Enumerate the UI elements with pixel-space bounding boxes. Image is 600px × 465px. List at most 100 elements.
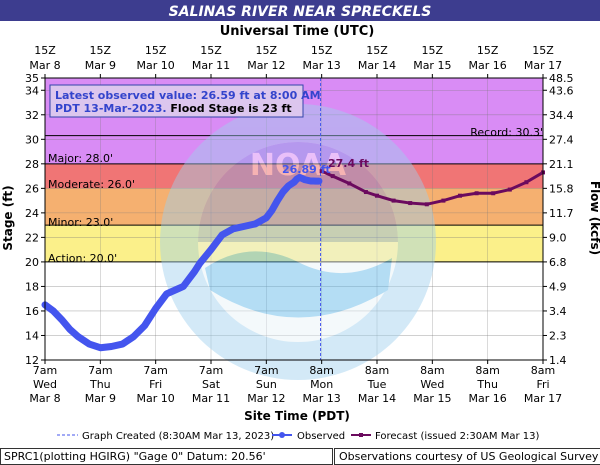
- site-tick-date: Mar 8: [29, 392, 60, 405]
- site-tick-day: Fri: [149, 378, 162, 391]
- site-tick-date: Mar 14: [358, 392, 396, 405]
- utc-tick-date: Mar 11: [192, 59, 230, 72]
- utc-tick-hour: 15Z: [145, 44, 167, 57]
- site-tick-time: 8am: [420, 364, 444, 377]
- site-tick-time: 7am: [88, 364, 112, 377]
- forecast-point: [391, 198, 396, 203]
- stage-tick-label: 34: [25, 84, 39, 97]
- minor-label: Minor: 23.0': [48, 216, 113, 229]
- info-box-line2: PDT 13-Mar-2023. Flood Stage is 23 ft: [55, 102, 292, 115]
- major-label: Major: 28.0': [48, 152, 113, 165]
- forecast-point: [319, 169, 324, 174]
- utc-tick-date: Mar 12: [247, 59, 285, 72]
- site-tick-date: Mar 10: [137, 392, 175, 405]
- site-tick-day: Wed: [420, 378, 444, 391]
- forecast-point: [330, 174, 335, 179]
- flow-tick-label: 4.9: [549, 280, 567, 293]
- site-tick-time: 8am: [309, 364, 333, 377]
- forecast-point: [424, 202, 429, 207]
- site-tick-time: 7am: [143, 364, 167, 377]
- stage-tick-label: 32: [25, 109, 39, 122]
- forecast-peak-label: 27.4 ft: [328, 157, 369, 170]
- site-tick-time: 7am: [199, 364, 223, 377]
- site-tick-day: Sat: [202, 378, 221, 391]
- stage-tick-label: 20: [25, 256, 39, 269]
- site-tick-date: Mar 17: [524, 392, 562, 405]
- utc-tick-date: Mar 15: [413, 59, 451, 72]
- plot-frame: [44, 77, 544, 361]
- utc-tick-date: Mar 17: [524, 59, 562, 72]
- legend-forecast-marker: [359, 433, 363, 437]
- site-tick-time: 8am: [531, 364, 555, 377]
- flow-tick-label: 34.4: [549, 109, 574, 122]
- site-tick-date: Mar 12: [247, 392, 285, 405]
- site-time-axis-title: Site Time (PDT): [244, 409, 350, 423]
- stage-tick-label: 22: [25, 231, 39, 244]
- forecast-point: [474, 191, 479, 196]
- stage-axis-title: Stage (ft): [1, 185, 15, 250]
- stage-tick-label: 35: [25, 72, 39, 85]
- info-box-line1: Latest observed value: 26.59 ft at 8:00 …: [55, 89, 321, 102]
- forecast-point: [507, 187, 512, 192]
- info-box: [49, 84, 304, 118]
- utc-tick-date: Mar 14: [358, 59, 396, 72]
- site-tick-date: Mar 11: [192, 392, 230, 405]
- site-tick-date: Mar 9: [85, 392, 116, 405]
- above-major-zone: [45, 135, 543, 164]
- utc-tick-date: Mar 13: [303, 59, 341, 72]
- legend-graph-created: Graph Created (8:30AM Mar 13, 2023): [82, 431, 274, 442]
- action-label: Action: 20.0': [48, 252, 117, 265]
- flow-tick-label: 48.5: [549, 72, 574, 85]
- stage-tick-label: 28: [25, 158, 39, 171]
- hydrograph-chart: SALINAS RIVER NEAR SPRECKELS Universal T…: [0, 0, 600, 442]
- forecast-point: [491, 191, 496, 196]
- utc-tick-hour: 15Z: [422, 44, 444, 57]
- forecast-point: [441, 198, 446, 203]
- observed-series-line: [41, 173, 323, 352]
- utc-tick-date: Mar 10: [137, 59, 175, 72]
- flow-axis-title: Flow (kcfs): [588, 181, 600, 255]
- stage-tick-label: 12: [25, 354, 39, 367]
- utc-tick-hour: 15Z: [256, 44, 278, 57]
- utc-axis-title: Universal Time (UTC): [220, 24, 375, 39]
- stage-tick-label: 16: [25, 305, 39, 318]
- site-tick-date: Mar 15: [413, 392, 451, 405]
- title-bar: [0, 0, 600, 21]
- utc-tick-hour: 15Z: [90, 44, 112, 57]
- utc-tick-hour: 15Z: [34, 44, 56, 57]
- record-label: Record: 30.3': [470, 126, 543, 139]
- flow-tick-label: 9.0: [549, 231, 567, 244]
- stage-tick-label: 26: [25, 182, 39, 195]
- legend-observed-marker: [279, 432, 285, 438]
- legend-forecast: Forecast (issued 2:30AM Mar 13): [375, 431, 539, 442]
- stage-tick-label: 24: [25, 207, 39, 220]
- forecast-point: [375, 193, 379, 198]
- flow-tick-label: 21.1: [549, 158, 574, 171]
- chart-title: SALINAS RIVER NEAR SPRECKELS: [169, 4, 432, 20]
- utc-tick-hour: 15Z: [532, 44, 554, 57]
- site-tick-day: Mon: [310, 378, 333, 391]
- utc-tick-hour: 15Z: [200, 44, 222, 57]
- stage-tick-label: 14: [25, 329, 39, 342]
- footer-attribution: Observations courtesy of US Geological S…: [334, 448, 600, 465]
- legend-observed: Observed: [297, 431, 345, 442]
- site-tick-day: Fri: [536, 378, 549, 391]
- site-tick-day: Thu: [476, 378, 498, 391]
- legend: Graph Created (8:30AM Mar 13, 2023) Obse…: [57, 431, 539, 442]
- info-box-flood-stage: Flood Stage is 23 ft: [170, 102, 291, 115]
- site-tick-day: Tue: [367, 378, 387, 391]
- forecast-point: [347, 181, 352, 186]
- site-tick-day: Wed: [33, 378, 57, 391]
- forecast-point: [408, 201, 413, 206]
- site-tick-day: Sun: [256, 378, 277, 391]
- site-tick-time: 8am: [365, 364, 389, 377]
- flow-tick-label: 11.7: [549, 207, 574, 220]
- flow-tick-label: 27.4: [549, 133, 574, 146]
- stage-tick-label: 18: [25, 280, 39, 293]
- stage-tick-label: 30: [25, 133, 39, 146]
- forecast-point: [524, 180, 529, 185]
- flow-tick-label: 6.8: [549, 256, 567, 269]
- site-tick-date: Mar 13: [303, 392, 341, 405]
- utc-tick-hour: 15Z: [477, 44, 499, 57]
